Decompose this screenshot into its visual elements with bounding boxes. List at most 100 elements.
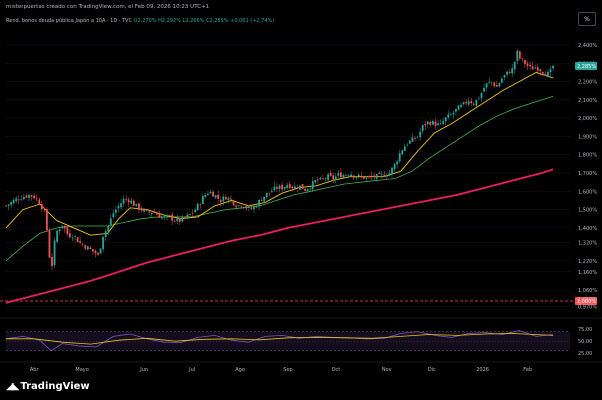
- candle-body[interactable]: [419, 131, 422, 138]
- candle-body[interactable]: [513, 61, 516, 70]
- candle-body[interactable]: [227, 197, 230, 200]
- candle-body[interactable]: [536, 67, 539, 71]
- candle-body[interactable]: [452, 112, 455, 115]
- candle-body[interactable]: [345, 175, 347, 176]
- candle-body[interactable]: [483, 87, 485, 92]
- symbol-legend[interactable]: Rend. bonos deuda pública Japón a 10A · …: [6, 18, 274, 24]
- candle-body[interactable]: [143, 209, 145, 212]
- candle-body[interactable]: [488, 81, 491, 83]
- candle-body[interactable]: [217, 194, 220, 199]
- candle-body[interactable]: [138, 203, 140, 210]
- candle-body[interactable]: [391, 167, 393, 175]
- candle-body[interactable]: [268, 192, 271, 194]
- candle-body[interactable]: [155, 213, 158, 215]
- candle-body[interactable]: [69, 233, 71, 238]
- candle-body[interactable]: [442, 121, 445, 124]
- tradingview-logo[interactable]: ◢◣ TradingView: [6, 381, 90, 392]
- candle-body[interactable]: [166, 215, 168, 217]
- candle-body[interactable]: [51, 256, 53, 267]
- candle-body[interactable]: [299, 185, 301, 190]
- candle-body[interactable]: [334, 176, 337, 180]
- candle-body[interactable]: [150, 212, 153, 214]
- candle-body[interactable]: [490, 82, 493, 83]
- candle-body[interactable]: [245, 206, 248, 209]
- candle-body[interactable]: [10, 202, 13, 205]
- time-axis[interactable]: Abr Mayo Jun Jul Ago Sep Oct Nov Dic 2026 Feb: [0, 361, 602, 373]
- candle-body[interactable]: [375, 174, 378, 179]
- candle-body[interactable]: [534, 67, 537, 69]
- candle-body[interactable]: [472, 103, 475, 105]
- candle-body[interactable]: [516, 50, 519, 61]
- candle-body[interactable]: [518, 51, 521, 59]
- candle-body[interactable]: [120, 203, 122, 208]
- candle-body[interactable]: [524, 60, 526, 65]
- candle-body[interactable]: [112, 213, 115, 218]
- candle-body[interactable]: [467, 101, 470, 105]
- candle-body[interactable]: [148, 211, 151, 213]
- candle-body[interactable]: [511, 68, 514, 74]
- candle-body[interactable]: [48, 230, 51, 258]
- candle-body[interactable]: [258, 199, 260, 207]
- candle-body[interactable]: [209, 191, 212, 194]
- candle-body[interactable]: [529, 64, 531, 67]
- candle-body[interactable]: [478, 98, 480, 100]
- candle-body[interactable]: [265, 192, 268, 198]
- candle-body[interactable]: [173, 220, 176, 222]
- candle-body[interactable]: [235, 205, 237, 208]
- candle-body[interactable]: [79, 241, 82, 243]
- candle-body[interactable]: [380, 173, 383, 175]
- candle-body[interactable]: [493, 82, 496, 87]
- candle-body[interactable]: [439, 123, 442, 124]
- candle-body[interactable]: [403, 146, 406, 151]
- candle-body[interactable]: [224, 197, 227, 200]
- candle-body[interactable]: [424, 123, 427, 126]
- candle-body[interactable]: [5, 205, 7, 207]
- candle-body[interactable]: [465, 101, 468, 104]
- candle-body[interactable]: [22, 196, 25, 200]
- candle-body[interactable]: [329, 173, 332, 176]
- candle-body[interactable]: [20, 199, 23, 201]
- candle-body[interactable]: [171, 214, 174, 221]
- candle-body[interactable]: [332, 175, 335, 180]
- candle-body[interactable]: [365, 177, 368, 179]
- candle-body[interactable]: [306, 189, 309, 191]
- candle-body[interactable]: [373, 175, 376, 178]
- candle-body[interactable]: [296, 187, 299, 189]
- candle-body[interactable]: [350, 174, 353, 177]
- candle-body[interactable]: [411, 137, 414, 142]
- candle-body[interactable]: [58, 229, 61, 232]
- candle-body[interactable]: [347, 175, 350, 177]
- candle-body[interactable]: [255, 206, 258, 208]
- candle-body[interactable]: [360, 175, 363, 177]
- candle-body[interactable]: [140, 208, 143, 211]
- candle-body[interactable]: [447, 114, 450, 118]
- candle-body[interactable]: [242, 207, 245, 208]
- candle-body[interactable]: [163, 217, 166, 218]
- candle-body[interactable]: [263, 196, 266, 202]
- candle-body[interactable]: [33, 195, 36, 199]
- candle-body[interactable]: [319, 177, 322, 180]
- candle-body[interactable]: [232, 200, 235, 205]
- candle-body[interactable]: [276, 186, 278, 189]
- candle-body[interactable]: [401, 150, 404, 155]
- candle-body[interactable]: [544, 74, 547, 76]
- candle-body[interactable]: [102, 236, 105, 250]
- candle-body[interactable]: [153, 212, 156, 214]
- candle-body[interactable]: [531, 66, 534, 70]
- candle-body[interactable]: [539, 69, 542, 72]
- candle-body[interactable]: [74, 236, 76, 237]
- candle-body[interactable]: [145, 209, 148, 211]
- candle-body[interactable]: [201, 195, 204, 204]
- candle-body[interactable]: [107, 225, 110, 232]
- candle-body[interactable]: [409, 140, 411, 144]
- candle-body[interactable]: [194, 209, 197, 213]
- candle-body[interactable]: [370, 175, 373, 177]
- candle-body[interactable]: [501, 78, 503, 83]
- candle-body[interactable]: [421, 125, 424, 132]
- candle-body[interactable]: [214, 195, 217, 198]
- candle-body[interactable]: [92, 249, 94, 252]
- candle-body[interactable]: [12, 200, 15, 204]
- candle-body[interactable]: [444, 117, 447, 122]
- candle-body[interactable]: [304, 188, 307, 191]
- candle-body[interactable]: [25, 195, 28, 198]
